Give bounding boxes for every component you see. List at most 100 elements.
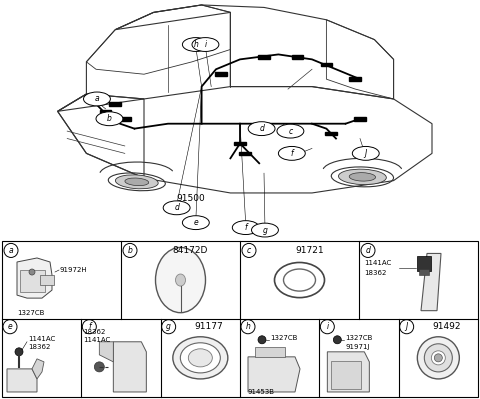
Circle shape — [232, 221, 259, 235]
Bar — [417, 257, 431, 271]
Text: 1141AC: 1141AC — [364, 261, 391, 267]
Circle shape — [84, 92, 110, 106]
Text: i: i — [326, 322, 328, 331]
Circle shape — [162, 320, 176, 334]
Polygon shape — [99, 342, 113, 362]
Circle shape — [242, 243, 256, 257]
Bar — [419, 269, 429, 275]
Bar — [40, 275, 54, 285]
Text: b: b — [128, 246, 132, 255]
Text: 1327CB: 1327CB — [345, 335, 372, 341]
Circle shape — [400, 320, 414, 334]
Ellipse shape — [156, 247, 205, 313]
Bar — [239, 152, 251, 155]
Ellipse shape — [173, 337, 228, 379]
Ellipse shape — [115, 175, 158, 189]
Circle shape — [83, 320, 96, 334]
Bar — [354, 117, 366, 120]
Text: e: e — [193, 218, 198, 227]
Circle shape — [252, 223, 278, 237]
Circle shape — [333, 336, 341, 344]
Ellipse shape — [424, 344, 452, 372]
Bar — [321, 63, 332, 66]
Bar — [331, 361, 361, 389]
Ellipse shape — [349, 173, 375, 181]
Circle shape — [320, 320, 335, 334]
Text: g: g — [263, 225, 267, 235]
Text: 1141AC: 1141AC — [28, 336, 55, 342]
Text: d: d — [366, 246, 371, 255]
Circle shape — [3, 320, 17, 334]
Circle shape — [15, 348, 23, 356]
Bar — [255, 347, 285, 357]
Bar — [258, 55, 270, 59]
Circle shape — [361, 243, 375, 257]
Polygon shape — [7, 369, 37, 392]
Text: f: f — [290, 149, 293, 158]
Text: g: g — [166, 322, 171, 331]
Ellipse shape — [176, 274, 185, 286]
Bar — [20, 270, 45, 292]
Text: 18362: 18362 — [28, 344, 50, 350]
Text: e: e — [8, 322, 12, 331]
Text: b: b — [107, 114, 112, 123]
Ellipse shape — [284, 269, 315, 291]
Text: 18362: 18362 — [364, 270, 386, 276]
Text: J: J — [365, 149, 367, 158]
Text: c: c — [288, 126, 292, 136]
Circle shape — [278, 146, 305, 160]
Text: d: d — [174, 203, 179, 212]
Bar — [109, 102, 121, 106]
Circle shape — [258, 336, 266, 344]
Circle shape — [277, 124, 304, 138]
Text: 91972H: 91972H — [60, 267, 88, 273]
Polygon shape — [113, 342, 146, 392]
Circle shape — [163, 201, 190, 215]
Text: f: f — [244, 223, 247, 232]
Circle shape — [182, 216, 209, 229]
Circle shape — [434, 354, 443, 362]
Bar — [234, 142, 246, 145]
Circle shape — [29, 269, 35, 275]
Bar — [325, 132, 337, 135]
Polygon shape — [421, 253, 441, 311]
Text: a: a — [9, 246, 13, 255]
Text: 91453B: 91453B — [248, 389, 275, 395]
Circle shape — [352, 146, 379, 160]
Text: 1327CB: 1327CB — [270, 335, 298, 341]
Circle shape — [241, 320, 255, 334]
Text: 84172D: 84172D — [173, 246, 208, 255]
Text: c: c — [247, 246, 251, 255]
Text: 91500: 91500 — [177, 194, 205, 203]
Text: i: i — [204, 40, 206, 49]
Ellipse shape — [180, 343, 220, 373]
Ellipse shape — [125, 178, 149, 186]
Circle shape — [248, 122, 275, 136]
Text: 91721: 91721 — [295, 246, 324, 255]
Ellipse shape — [432, 351, 445, 365]
Text: 1141AC: 1141AC — [84, 337, 110, 343]
Polygon shape — [32, 359, 44, 379]
Text: h: h — [193, 40, 198, 49]
Text: f: f — [88, 322, 91, 331]
Text: 91492: 91492 — [432, 322, 461, 331]
Text: a: a — [95, 95, 99, 103]
Polygon shape — [17, 258, 52, 298]
Text: J: J — [406, 322, 408, 331]
Bar — [119, 117, 131, 120]
Text: d: d — [259, 124, 264, 133]
Ellipse shape — [417, 337, 459, 379]
Bar — [349, 77, 361, 81]
Ellipse shape — [338, 169, 386, 185]
Circle shape — [192, 38, 219, 51]
Text: 91971J: 91971J — [345, 344, 370, 350]
Text: h: h — [246, 322, 251, 331]
Bar — [215, 73, 227, 76]
Text: 1327CB: 1327CB — [17, 310, 44, 316]
Circle shape — [95, 362, 104, 372]
Text: 18362: 18362 — [84, 329, 106, 335]
Circle shape — [123, 243, 137, 257]
Polygon shape — [327, 352, 369, 392]
Text: 91177: 91177 — [194, 322, 223, 331]
Circle shape — [96, 112, 123, 126]
